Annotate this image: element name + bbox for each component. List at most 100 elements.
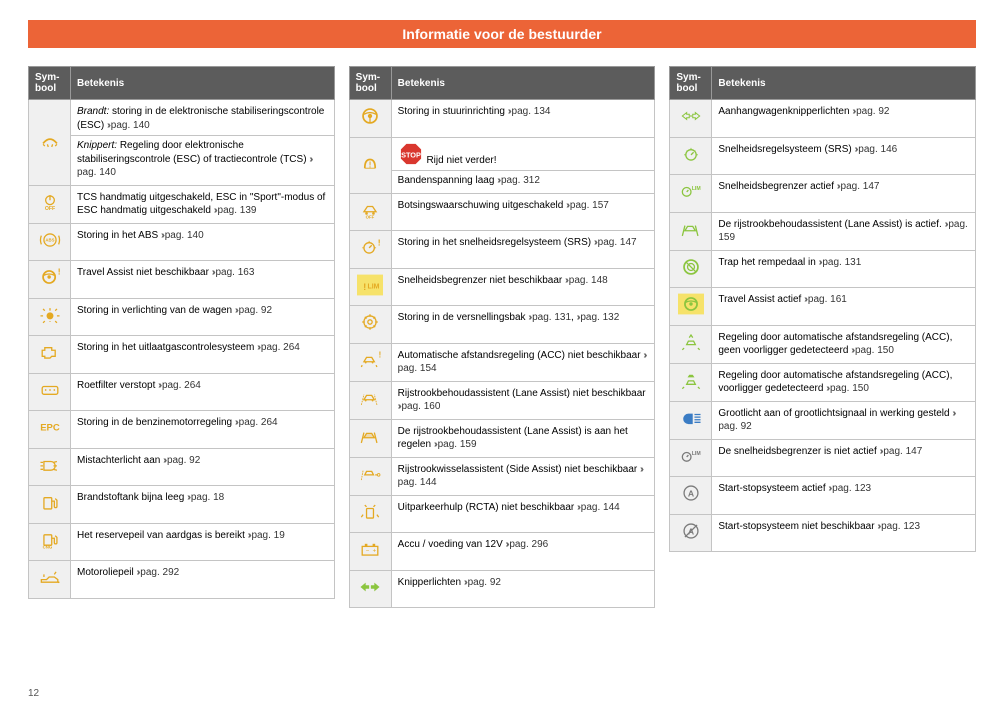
meaning-cell: Grootlicht aan of grootlichtsignaal in w…	[712, 401, 976, 439]
svg-text:!: !	[379, 350, 382, 359]
page-ref: pag. 140	[165, 230, 204, 241]
turn-icon	[357, 576, 383, 598]
cng-icon: CNG	[37, 529, 63, 551]
chevron-icon: ›››	[819, 257, 820, 268]
symbol-cell	[29, 561, 71, 599]
chevron-icon: ›››	[577, 312, 578, 323]
symbol-cell: A	[670, 514, 712, 552]
table-row: OFFTCS handmatig uitgeschakeld, ESC in "…	[29, 185, 335, 223]
row-text: Start-stopsysteem niet beschikbaar	[718, 521, 874, 532]
row-text: Automatische afstandsregeling (ACC) niet…	[398, 350, 641, 361]
row-text: Uitparkeerhulp (RCTA) niet beschikbaar	[398, 502, 575, 513]
meaning-cell: De rijstrookbehoudassistent (Lane Assist…	[391, 419, 655, 457]
th-meaning: Betekenis	[71, 67, 335, 100]
table-row: Uitparkeerhulp (RCTA) niet beschikbaar ›…	[349, 495, 655, 533]
meaning-cell: Snelheidsbegrenzer niet beschikbaar ››› …	[391, 268, 655, 306]
chevron-icon: ›››	[497, 175, 498, 186]
row-text: Regeling door automatische afstandsregel…	[718, 332, 952, 357]
page-ref: pag. 148	[569, 275, 608, 286]
table-row: !Storing in het snelheidsregelsysteem (S…	[349, 231, 655, 269]
page-ref: pag. 131	[532, 312, 571, 323]
page-ref: pag. 150	[830, 383, 869, 394]
table-row: Rijstrookwisselassistent (Side Assist) n…	[349, 457, 655, 495]
meaning-cell: Botsingswaarschuwing uitgeschakeld ››› p…	[391, 193, 655, 231]
table-row: De rijstrookbehoudassistent (Lane Assist…	[670, 212, 976, 250]
meaning-cell: Brandstoftank bijna leeg ››› pag. 18	[71, 486, 335, 524]
meaning-cell: De rijstrookbehoudassistent (Lane Assist…	[712, 212, 976, 250]
chevron-icon: ›››	[136, 567, 137, 578]
brake-icon	[678, 256, 704, 278]
svg-text:LIM: LIM	[692, 451, 701, 457]
chevron-icon: ›››	[309, 154, 310, 165]
symbol-cell: −+	[349, 533, 391, 571]
rcta-icon	[357, 501, 383, 523]
symbol-cell: ABS	[29, 223, 71, 261]
table-row: Roetfilter verstopt ››› pag. 264	[29, 373, 335, 411]
epc-icon: EPC	[37, 416, 63, 438]
row-text: Start-stopsysteem actief	[718, 483, 825, 494]
gear-icon	[357, 311, 383, 333]
symbol-cell: CNG	[29, 523, 71, 561]
meaning-cell: Regeling door automatische afstandsregel…	[712, 325, 976, 363]
chevron-icon: ›››	[158, 380, 159, 391]
row-text: Storing in de versnellingsbak	[398, 312, 526, 323]
page-number: 12	[28, 688, 39, 699]
symbol-cell: OFF	[29, 185, 71, 223]
svg-text:+: +	[373, 548, 377, 554]
page-ref: pag. 134	[512, 106, 551, 117]
meaning-cell: Trap het rempedaal in ››› pag. 131	[712, 250, 976, 288]
chevron-icon: ›››	[804, 294, 805, 305]
meaning-cell: Uitparkeerhulp (RCTA) niet beschikbaar ›…	[391, 495, 655, 533]
page-ref: pag. 19	[251, 530, 284, 541]
chevron-icon: ›››	[187, 492, 188, 503]
page-ref: pag. 147	[841, 181, 880, 192]
svg-text:A: A	[688, 488, 695, 498]
accnov-icon	[678, 331, 704, 353]
row-text: Het reservepeil van aardgas is bereikt	[77, 530, 245, 541]
page-ref: pag. 292	[140, 567, 179, 578]
page-ref: pag. 160	[401, 401, 440, 412]
row-text: Storing in verlichting van de wagen	[77, 305, 232, 316]
table-row: Travel Assist actief ››› pag. 161	[670, 288, 976, 326]
meaning-cell: TCS handmatig uitgeschakeld, ESC in "Spo…	[71, 185, 335, 223]
symbol-cell: !	[349, 343, 391, 381]
page-ref: pag. 264	[261, 342, 300, 353]
svg-text:!: !	[369, 160, 372, 169]
symbol-cell: LIM	[670, 439, 712, 477]
symbol-cell	[29, 336, 71, 374]
fcwoff-icon: OFF	[357, 199, 383, 221]
chevron-icon: ›››	[508, 106, 509, 117]
row-text: De snelheidsbegrenzer is niet actief	[718, 446, 876, 457]
row-text: Storing in het snelheidsregelsysteem (SR…	[398, 237, 591, 248]
startstop-icon: A	[678, 482, 704, 504]
svg-text:!: !	[57, 266, 60, 276]
symbol-cell: EPC	[29, 411, 71, 449]
table-row: Storing in verlichting van de wagen ››› …	[29, 298, 335, 336]
meaning-cell: Start-stopsysteem actief ››› pag. 123	[712, 477, 976, 515]
fuel-icon	[37, 491, 63, 513]
symbol-cell	[29, 448, 71, 486]
page-ref: pag. 92	[468, 577, 501, 588]
meaning-cell: Storing in het ABS ››› pag. 140	[71, 223, 335, 261]
table-row: Regeling door automatische afstandsregel…	[670, 325, 976, 363]
page-ref: pag. 146	[858, 144, 897, 155]
meaning-cell: Aanhangwagenknipperlichten ››› pag. 92	[712, 100, 976, 138]
svg-text:−: −	[366, 548, 370, 554]
meaning-cell: Storing in stuurinrichting ››› pag. 134	[391, 100, 655, 138]
symbol-cell: A	[670, 477, 712, 515]
symbol-cell	[349, 570, 391, 608]
table-row: !LIMSnelheidsbegrenzer niet beschikbaar …	[349, 268, 655, 306]
table-row: ! Automatische afstandsregeling (ACC) nie…	[349, 343, 655, 381]
chevron-icon: ›››	[566, 200, 567, 211]
col-3: Sym-boolBetekenisAanhangwagenknipperlich…	[669, 66, 976, 608]
steerwarn-icon: !	[37, 266, 63, 288]
svg-text:CNG: CNG	[42, 544, 52, 549]
meaning-cell: Accu / voeding van 12V ››› pag. 296	[391, 533, 655, 571]
meaning-cell: Storing in de versnellingsbak ››› pag. 1…	[391, 306, 655, 344]
meaning-cell: Het reservepeil van aardgas is bereikt ›…	[71, 523, 335, 561]
meaning-cell: STOP Rijd niet verder!Bandenspanning laa…	[391, 137, 655, 193]
page-ref: pag. 92	[718, 421, 751, 432]
columns: Sym-boolBetekenisBrandt: storing in de e…	[28, 66, 976, 608]
symbol-cell	[670, 100, 712, 138]
table-row: ! STOP Rijd niet verder!Bandenspanning la…	[349, 137, 655, 193]
